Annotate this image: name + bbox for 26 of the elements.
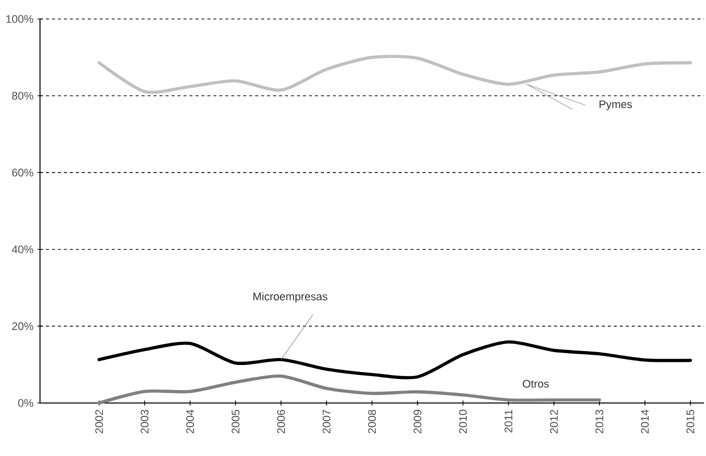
text: Pymes: [600, 100, 632, 110]
x-tick-label: 2015: [686, 410, 694, 434]
x-tick-label: 2014: [640, 410, 649, 434]
x-tick-label: 2012: [550, 410, 558, 434]
x-tick-label: 2011: [504, 410, 512, 432]
x-tick-label: 2013: [596, 410, 604, 434]
x-tick-label: 2006: [277, 410, 285, 434]
y-tick-label: 20%: [12, 322, 34, 330]
series-label: Otros: [522, 380, 549, 388]
line-series: [98, 374, 601, 405]
x-tick-label: 2004: [186, 410, 194, 434]
x-tick-label: 2008: [368, 410, 376, 434]
x-tick-label: 2010: [459, 410, 467, 434]
y-tick-label: 60%: [12, 168, 34, 176]
x-tick-label: 2002: [95, 410, 104, 434]
y-tick-label: 100%: [6, 15, 34, 23]
y-tick-label: 0%: [18, 399, 34, 407]
text: Microempresas: [253, 292, 328, 303]
x-tick-label: 2009: [414, 410, 422, 434]
y-tick-label: 40%: [12, 245, 34, 254]
x-tick-label: 2003: [140, 410, 149, 434]
x-tick-label: 2007: [322, 410, 330, 434]
y-tick-label: 80%: [12, 92, 34, 100]
x-tick-label: 2005: [232, 410, 240, 434]
line-series: [98, 340, 692, 380]
line-series: [98, 54, 692, 94]
